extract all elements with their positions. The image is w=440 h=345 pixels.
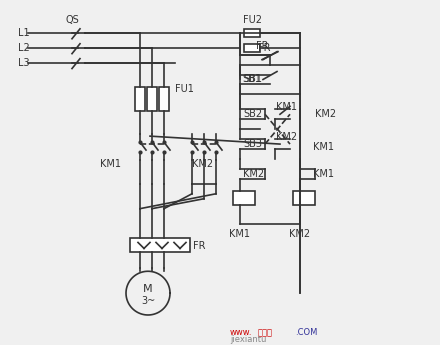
Text: KM1: KM1 [313, 142, 334, 152]
Text: L1: L1 [18, 28, 29, 38]
Text: KM1: KM1 [276, 102, 297, 112]
Bar [147, 87, 157, 111]
Text: FU2: FU2 [242, 15, 261, 25]
Bar [244, 44, 260, 52]
Bar [293, 191, 315, 205]
Text: SB3: SB3 [243, 139, 262, 149]
Text: jiexiantu: jiexiantu [230, 335, 266, 344]
Text: FR: FR [256, 41, 268, 51]
Text: KM2: KM2 [315, 109, 336, 119]
Text: SB2: SB2 [243, 109, 262, 119]
Text: www.: www. [230, 328, 253, 337]
Text: .COM: .COM [295, 328, 317, 337]
Text: KM1: KM1 [100, 159, 121, 169]
Text: M: M [143, 284, 153, 294]
Text: 接线图: 接线图 [258, 328, 273, 337]
Bar [159, 87, 169, 111]
Bar [130, 238, 190, 253]
Bar [135, 87, 145, 111]
Bar [244, 29, 260, 37]
Text: FU1: FU1 [175, 85, 194, 95]
Text: FR: FR [258, 43, 271, 53]
Text: KM2: KM2 [192, 159, 213, 169]
Text: SB1: SB1 [242, 75, 261, 85]
Text: L2: L2 [18, 43, 30, 53]
Text: L3: L3 [18, 58, 29, 68]
Text: QS: QS [65, 15, 79, 25]
Text: KM2: KM2 [290, 228, 311, 238]
Text: KM1: KM1 [313, 169, 334, 179]
Text: SB1: SB1 [243, 75, 262, 85]
Text: KM1: KM1 [230, 228, 250, 238]
Text: FR: FR [193, 241, 205, 252]
Text: KM2: KM2 [243, 169, 264, 179]
Text: KM2: KM2 [276, 132, 297, 142]
Text: 3~: 3~ [141, 296, 155, 306]
Bar [233, 191, 255, 205]
